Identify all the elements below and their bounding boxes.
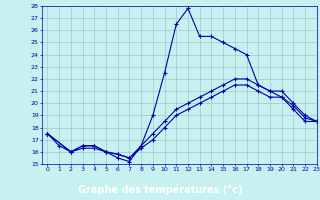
Text: Graphe des températures (°c): Graphe des températures (°c) xyxy=(78,184,242,195)
